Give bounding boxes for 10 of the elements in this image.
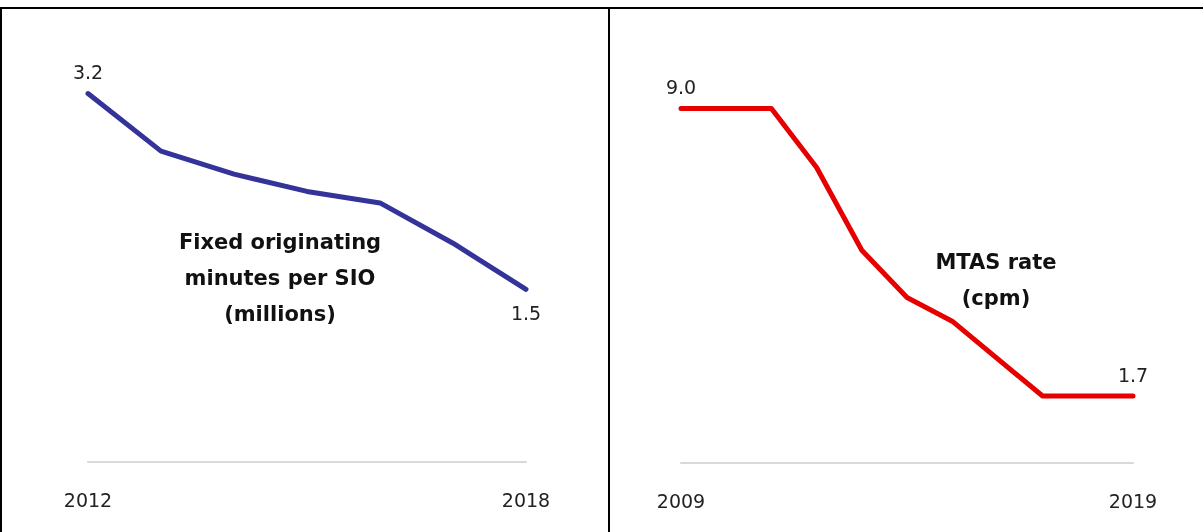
data-label: 9.0 bbox=[665, 75, 697, 98]
x-tick-label: 2018 bbox=[501, 488, 551, 511]
x-tick-label: 2019 bbox=[1108, 489, 1158, 512]
data-label: 3.2 bbox=[72, 61, 104, 84]
annotation: MTAS rate (cpm) bbox=[935, 250, 1057, 310]
x-tick-label: 2012 bbox=[63, 488, 113, 511]
data-label: 1.5 bbox=[510, 301, 542, 324]
annotation: Fixed originating minutes per SIO (millions) bbox=[178, 230, 382, 326]
x-tick-label: 2009 bbox=[656, 489, 706, 512]
data-label: 1.7 bbox=[1117, 363, 1149, 386]
